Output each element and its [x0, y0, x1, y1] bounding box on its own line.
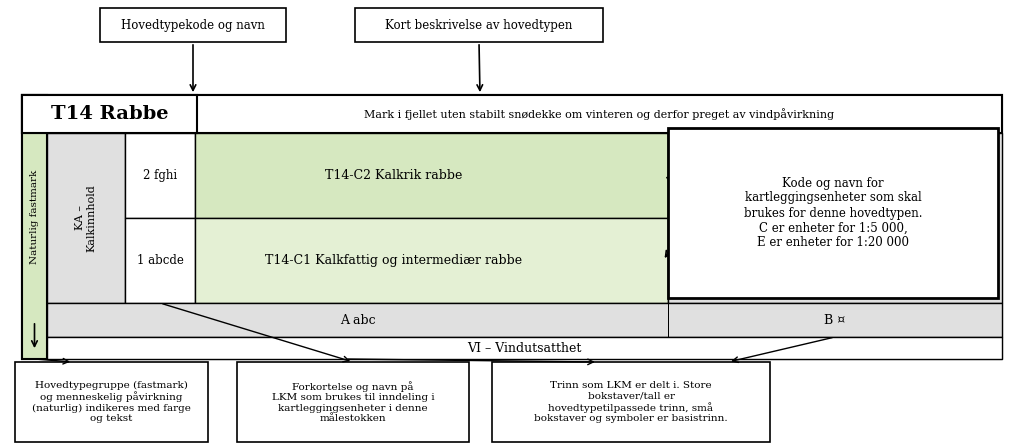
Text: Kode og navn for
kartleggingsenheter som skal
brukes for denne hovedtypen.
C er : Kode og navn for kartleggingsenheter som…: [743, 177, 923, 250]
Text: B ¤: B ¤: [824, 314, 846, 327]
Bar: [237, 362, 469, 442]
Bar: [22, 95, 197, 133]
Bar: [355, 8, 603, 42]
Bar: [15, 362, 208, 442]
Bar: [195, 133, 668, 218]
Bar: [22, 95, 1002, 133]
Text: VI – Vindutsatthet: VI – Vindutsatthet: [467, 341, 582, 354]
Bar: [125, 218, 195, 303]
Text: KA –
Kalkinnhold: KA – Kalkinnhold: [75, 184, 97, 252]
Bar: [47, 133, 125, 303]
Text: Naturlig fastmark: Naturlig fastmark: [30, 170, 39, 264]
Bar: [22, 95, 47, 359]
Text: T14 Rabbe: T14 Rabbe: [51, 105, 168, 123]
Text: T14-C1 Kalkfattig og intermediær rabbe: T14-C1 Kalkfattig og intermediær rabbe: [265, 254, 522, 267]
Bar: [668, 133, 1002, 303]
Text: A abc: A abc: [340, 314, 376, 327]
Bar: [47, 337, 1002, 359]
Text: Hovedtypegruppe (fastmark)
og menneskelig påvirkning
(naturlig) indikeres med fa: Hovedtypegruppe (fastmark) og menneskeli…: [32, 381, 190, 423]
Text: T14-C2 Kalkrik rabbe: T14-C2 Kalkrik rabbe: [325, 169, 463, 182]
Text: Mark i fjellet uten stabilt snødekke om vinteren og derfor preget av vindpåvirkn: Mark i fjellet uten stabilt snødekke om …: [365, 108, 835, 120]
Text: Hovedtypekode og navn: Hovedtypekode og navn: [121, 18, 265, 31]
Text: Forkortelse og navn på
LKM som brukes til inndeling i
kartleggingsenheter i denn: Forkortelse og navn på LKM som brukes ti…: [271, 381, 434, 423]
Text: 1 abcde: 1 abcde: [136, 254, 183, 267]
Text: Kort beskrivelse av hovedtypen: Kort beskrivelse av hovedtypen: [385, 18, 572, 31]
Bar: [100, 8, 286, 42]
Bar: [125, 133, 195, 218]
Bar: [668, 128, 998, 298]
Bar: [22, 95, 1002, 359]
Text: Trinn som LKM er delt i. Store
bokstaver/tall er
hovedtypetilpassede trinn, små
: Trinn som LKM er delt i. Store bokstaver…: [535, 381, 728, 423]
Bar: [47, 303, 1002, 337]
Text: 2 fghi: 2 fghi: [143, 169, 177, 182]
Bar: [195, 218, 668, 303]
Bar: [492, 362, 770, 442]
